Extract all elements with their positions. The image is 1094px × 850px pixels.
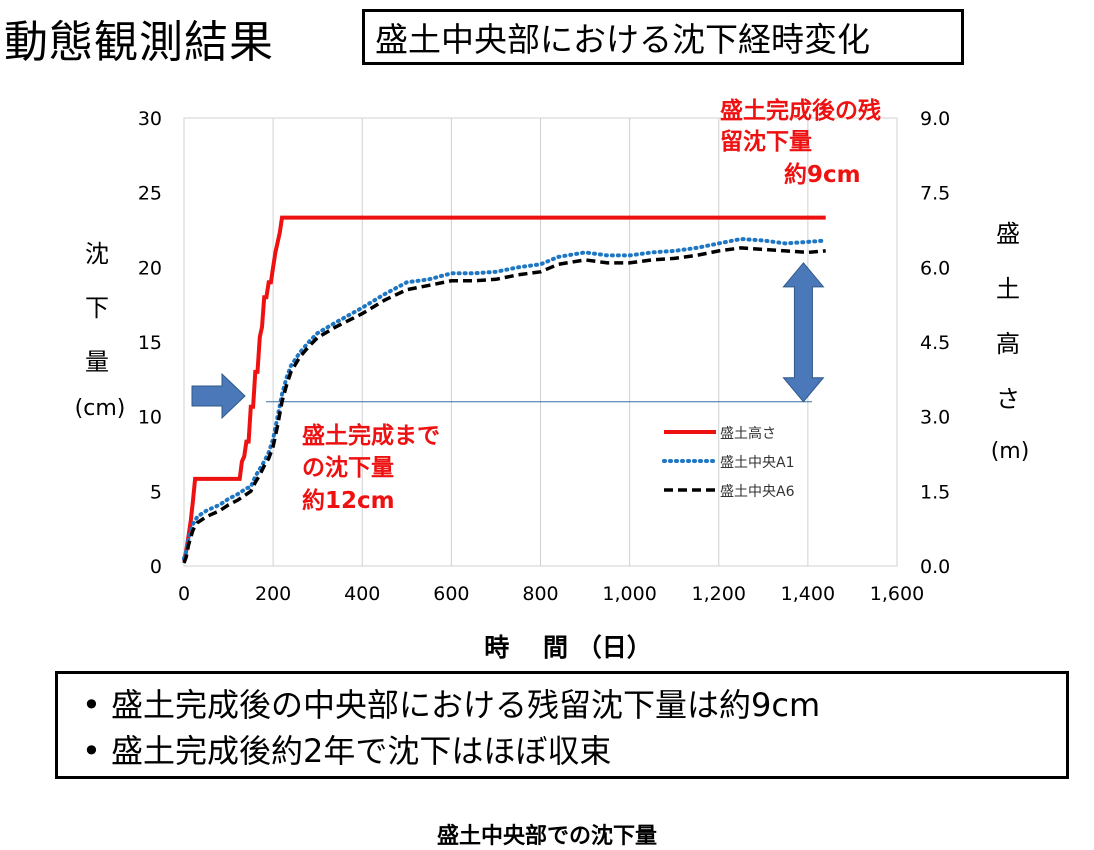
series-fill-height-line [182,215,826,562]
y-right-tick-label: 1.5 [920,481,950,503]
y-right-tick-label: 9.0 [920,108,950,130]
y-left-axis-label: 沈 [85,240,109,268]
series-a1-line [182,236,828,561]
annotation-residual-settlement: 留沈下量 [720,129,812,155]
y-right-tick-label: 3.0 [920,407,950,429]
y-right-axis-label: 土 [996,275,1020,303]
settlement-chart: 0 200 400 600 800 1,000 1,200 1,400 1,600 0 5 10 15 2… [75,97,1030,662]
page-title: 動態観測結果 [4,17,274,68]
x-tick-label: 1,400 [781,583,835,605]
summary-bullet-1: • 盛土完成後の中央部における残留沈下量は約9cm [82,686,821,724]
y-right-tick-label: 6.0 [920,257,950,279]
y-left-tick-label: 5 [150,481,162,503]
legend-label: 盛土中央A6 [720,484,795,500]
y-right-tick-label: 0.0 [920,556,950,578]
annotation-residual-settlement: 盛土完成後の残 [720,97,881,124]
residual-settlement-arrow [782,262,825,403]
y-left-tick-label: 0 [150,556,162,578]
y-left-tick-label: 15 [138,332,162,354]
y-right-axis-label: (m) [991,439,1030,464]
x-axis-label: 時 間 （日） [484,633,651,662]
chart-subtitle-box: 盛土中央部における沈下経時変化 [362,9,964,65]
annotation-residual-settlement: 約9cm [784,161,861,188]
y-right-tick-label: 4.5 [920,332,950,354]
x-tick-label: 200 [255,583,291,605]
annotation-settlement-until-completion: 約12cm [302,487,395,514]
y-left-tick-label: 25 [138,183,162,205]
x-tick-label: 800 [522,583,558,605]
summary-bullet-2: • 盛土完成後約2年で沈下はほぼ収束 [82,732,612,770]
y-left-axis-label: 下 [85,294,109,322]
y-left-tick-label: 30 [138,108,162,130]
y-right-tick-label: 7.5 [920,183,950,205]
indicator-arrow [191,372,246,420]
x-tick-label: 600 [433,583,469,605]
legend-label: 盛土高さ [720,425,776,442]
y-left-tick-label: 20 [138,257,162,279]
x-tick-label: 1,600 [870,583,924,605]
chart-subtitle: 盛土中央部における沈下経時変化 [375,20,870,59]
y-left-tick-label: 10 [138,407,162,429]
series-a6-line [182,246,826,564]
x-tick-label: 400 [344,583,380,605]
y-left-axis-label: 量 [85,348,109,376]
x-tick-label: 1,200 [692,583,746,605]
x-tick-label: 1,000 [602,583,656,605]
legend-label: 盛土中央A1 [720,455,794,471]
annotation-settlement-until-completion: 盛土完成まで [302,422,440,449]
y-left-axis-label: (cm) [75,396,126,421]
annotation-settlement-until-completion: の沈下量 [302,455,394,481]
y-right-axis-label: 高 [996,330,1020,358]
y-right-axis-label: 盛 [996,220,1020,248]
figure-caption: 盛土中央部での沈下量 [436,824,657,849]
y-right-axis-label: さ [996,385,1020,413]
x-tick-label: 0 [178,583,190,605]
summary-box: • 盛土完成後の中央部における残留沈下量は約9cm • 盛土完成後約2年で沈下は… [55,671,1069,779]
